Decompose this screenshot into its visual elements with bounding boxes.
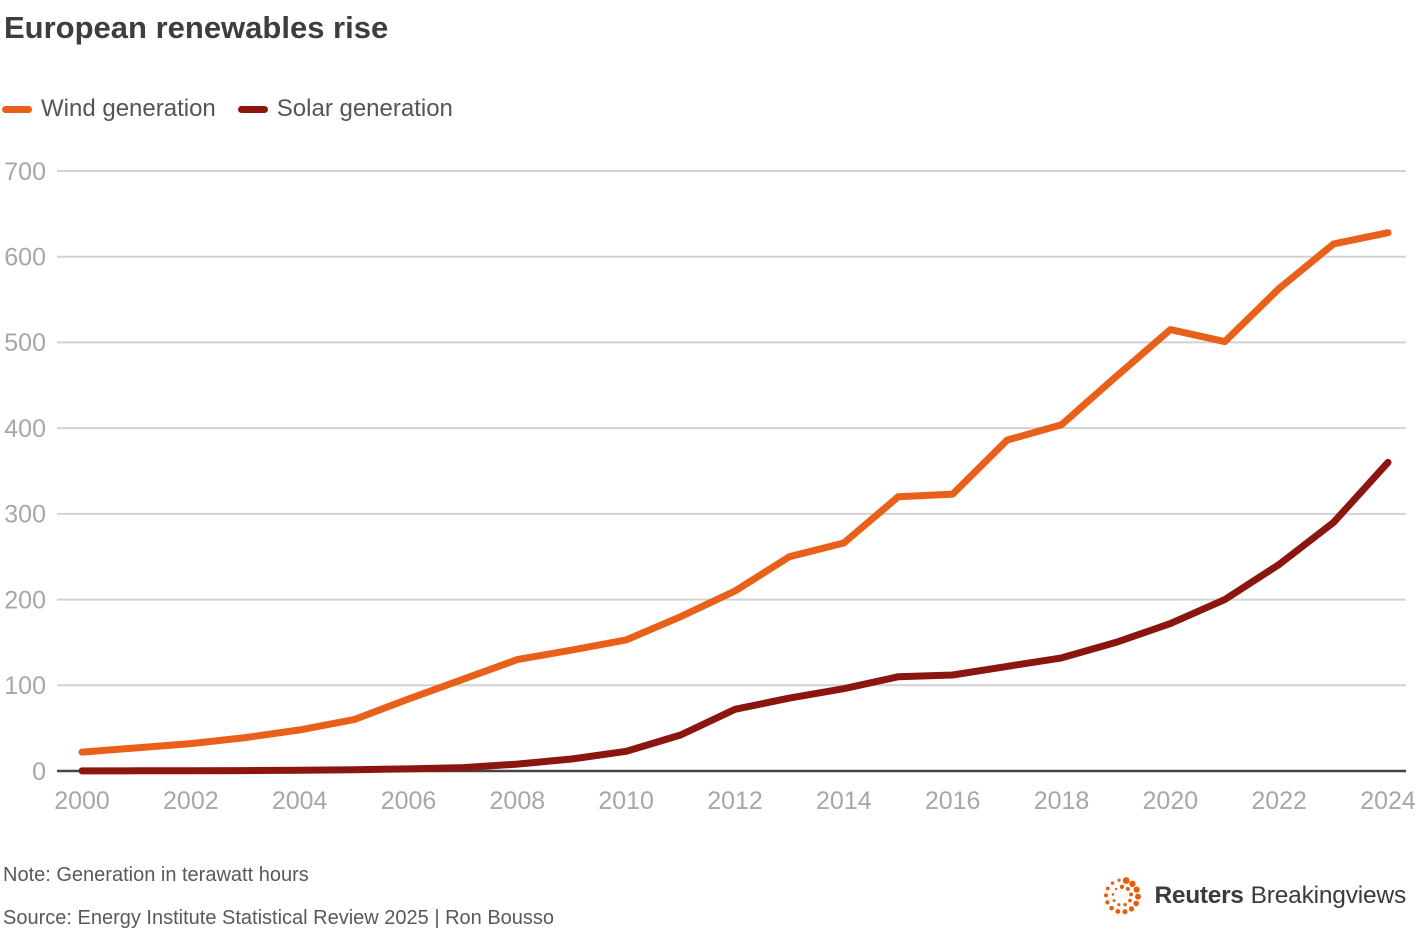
y-tick-label: 200: [4, 586, 46, 614]
x-tick-label: 2002: [163, 787, 219, 815]
y-tick-label: 400: [4, 415, 46, 443]
logo-dot: [1133, 886, 1140, 893]
logo-dot: [1128, 892, 1133, 897]
y-tick-label: 0: [32, 758, 46, 786]
x-tick-label: 2020: [1143, 787, 1199, 815]
x-tick-label: 2014: [816, 787, 872, 815]
legend-item-solar: Solar generation: [237, 95, 453, 122]
logo-dot: [1116, 878, 1121, 882]
chart-note: Note: Generation in terawatt hours: [3, 864, 309, 886]
logo-dot: [1121, 909, 1128, 915]
logo-dot: [1112, 899, 1115, 903]
logo-dot: [1134, 893, 1141, 900]
x-tick-label: 2008: [490, 787, 546, 815]
x-tick-label: 2006: [381, 787, 437, 815]
reuters-breakingviews-logo: Reuters Breakingviews: [1099, 871, 1407, 921]
logo-dot: [1105, 886, 1110, 891]
x-tick-label: 2004: [272, 787, 328, 815]
x-tick-label: 2022: [1251, 787, 1307, 815]
solar-series-swatch: [237, 105, 268, 113]
logo-dot: [1127, 898, 1132, 903]
logo-dot: [1119, 884, 1124, 889]
x-tick-label: 2016: [925, 787, 981, 815]
logo-dot: [1114, 887, 1117, 891]
logo-dot: [1108, 905, 1114, 911]
x-tick-label: 2018: [1034, 787, 1090, 815]
logo-dot: [1111, 893, 1114, 896]
wind-generation-line: [78, 229, 1392, 756]
legend-item-wind: Wind generation: [2, 97, 216, 121]
logo-brand-text: Reuters: [1154, 882, 1244, 909]
logo-dot: [1103, 893, 1108, 898]
y-tick-label: 100: [4, 672, 46, 700]
legend: Wind generation Solar generation: [2, 97, 475, 121]
logo-dot: [1116, 903, 1120, 907]
logo-dot: [1122, 902, 1127, 907]
logo-dot: [1128, 880, 1136, 888]
x-tick-label: 2000: [54, 787, 110, 815]
x-tick-label: 2024: [1360, 787, 1416, 815]
chart-source: Source: Energy Institute Statistical Rev…: [3, 907, 555, 929]
solar-series-label: Solar generation: [276, 95, 453, 122]
wind-series-swatch: [2, 105, 32, 113]
y-tick-label: 600: [4, 243, 46, 271]
logo-suffix-text: Breakingviews: [1250, 882, 1407, 909]
y-tick-label: 300: [4, 501, 46, 529]
logo-dot: [1104, 900, 1109, 905]
y-tick-label: 700: [4, 158, 46, 186]
wind-series-label: Wind generation: [41, 95, 216, 122]
logo-dot: [1122, 877, 1130, 884]
reuters-dots-icon: [1103, 877, 1141, 915]
logo-dot: [1114, 909, 1120, 914]
logo-dot: [1125, 886, 1130, 892]
page-title: European renewables rise: [4, 10, 389, 45]
x-tick-label: 2010: [598, 787, 654, 815]
logo-dot: [1128, 906, 1134, 912]
line-chart: 0 100 200 300 400 500 600 700 2000 2002 2004 2006 20…: [4, 158, 1416, 815]
logo-dot: [1110, 881, 1114, 885]
logo-dot: [1132, 900, 1139, 907]
solar-generation-line: [78, 458, 1392, 775]
x-tick-label: 2012: [707, 787, 763, 815]
y-tick-label: 500: [4, 329, 46, 357]
